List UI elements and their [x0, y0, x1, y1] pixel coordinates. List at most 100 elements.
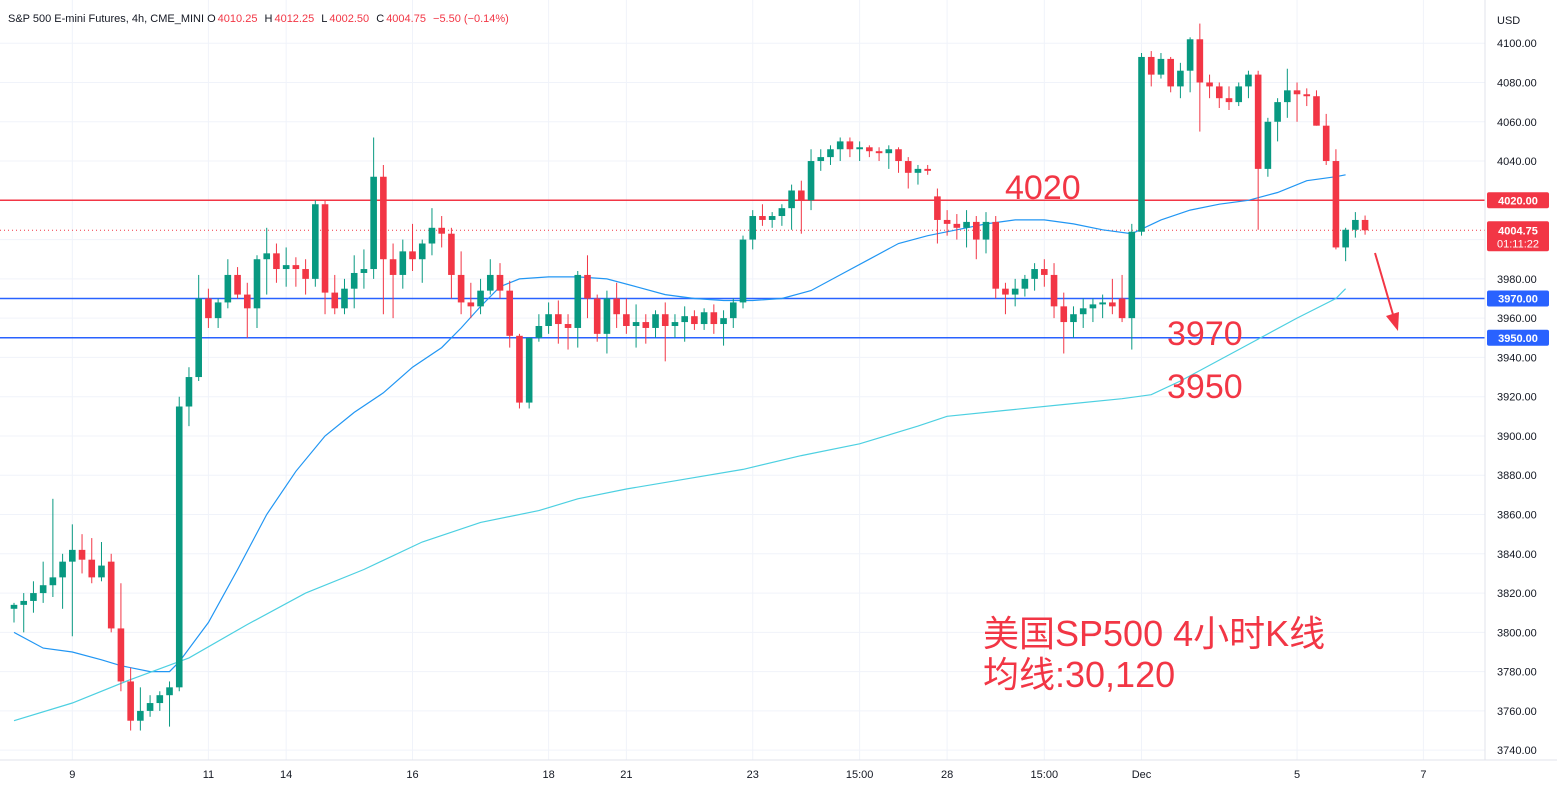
candle-body: [20, 600, 28, 605]
candle: [1079, 298, 1087, 328]
candle: [1002, 282, 1009, 315]
time-tick-label: 28: [941, 769, 953, 781]
candle: [243, 282, 251, 338]
candle: [1284, 68, 1291, 118]
candle: [195, 274, 202, 381]
candle-body: [1235, 86, 1243, 103]
candle: [1206, 74, 1213, 99]
candle-body: [700, 312, 708, 325]
candle: [720, 310, 727, 346]
forecast-arrow-head: [1386, 312, 1399, 331]
candle-body: [506, 290, 514, 336]
candle-body: [1254, 74, 1262, 169]
candle: [273, 243, 280, 283]
candle-body: [1167, 58, 1174, 87]
candle: [681, 306, 688, 342]
price-tick-label: 3880.00: [1497, 470, 1537, 482]
price-tick-label: 4040.00: [1497, 156, 1537, 168]
candle: [107, 553, 115, 633]
candle-body: [1128, 231, 1136, 319]
candle-body: [30, 593, 37, 601]
candle-body: [1147, 56, 1155, 75]
candle-body: [846, 141, 854, 150]
candle: [467, 282, 475, 319]
time-tick-label: 11: [203, 769, 214, 781]
candle: [389, 243, 397, 319]
time-tick-label: Dec: [1132, 769, 1152, 781]
candle-body: [1157, 58, 1165, 75]
candle-body: [652, 314, 659, 328]
candle: [1322, 113, 1330, 165]
candle-body: [807, 161, 815, 201]
candle-body: [564, 324, 572, 328]
candle: [1254, 70, 1262, 230]
candle: [127, 667, 134, 731]
candle-body: [1186, 39, 1194, 71]
candle-body: [729, 302, 737, 319]
candle: [963, 210, 970, 248]
open-value: 4010.25: [217, 13, 258, 25]
time-tick-label: 21: [620, 769, 632, 781]
candle-body: [749, 216, 757, 240]
candle: [671, 314, 679, 338]
candle-body: [914, 168, 922, 173]
candle: [1264, 117, 1272, 177]
candle-body: [1118, 298, 1126, 319]
candle-body: [302, 269, 309, 279]
candle: [603, 290, 611, 354]
candles-layer: [10, 23, 1369, 731]
candle: [146, 695, 154, 717]
candle-body: [1070, 314, 1077, 323]
candle: [418, 239, 426, 283]
candle-body: [1011, 288, 1019, 295]
time-tick-label: 15:00: [1031, 769, 1059, 781]
price-tick-label: 3960.00: [1497, 313, 1537, 325]
candle-body: [1361, 219, 1369, 231]
candle-body: [78, 549, 86, 560]
price-tick-label: 4080.00: [1497, 77, 1537, 89]
level-price-badge: [1487, 329, 1549, 346]
candle-body: [185, 377, 193, 407]
candle: [739, 235, 747, 309]
candle-body: [389, 259, 397, 275]
candle-body: [341, 288, 348, 309]
candle: [856, 141, 863, 162]
candle-body: [720, 318, 727, 325]
candle-body: [798, 190, 805, 201]
candle: [1089, 298, 1097, 323]
candle: [1352, 212, 1359, 238]
candle: [788, 184, 795, 230]
candle-body: [1245, 74, 1252, 87]
price-tick-label: 3900.00: [1497, 431, 1537, 443]
candle-body: [380, 176, 387, 260]
candle-body: [137, 710, 144, 721]
candle-body: [555, 314, 562, 325]
candle-body: [953, 223, 961, 228]
candle-body: [49, 577, 57, 586]
price-tick-label: 3840.00: [1497, 549, 1537, 561]
candle: [302, 259, 309, 295]
candle: [943, 210, 951, 236]
level-price-label: 3970.00: [1498, 294, 1538, 306]
candle: [477, 278, 484, 315]
candle-body: [788, 190, 795, 209]
price-tick-label: 3860.00: [1497, 510, 1537, 522]
candle: [924, 164, 931, 175]
candle: [1274, 98, 1281, 142]
candle-body: [10, 604, 18, 609]
candle-body: [992, 221, 1000, 289]
candle-body: [263, 253, 271, 260]
candle-body: [574, 274, 582, 328]
level-price-badge: [1487, 192, 1549, 209]
candle-body: [856, 147, 863, 150]
candle: [516, 333, 523, 409]
candle: [506, 280, 514, 348]
candle: [992, 216, 1000, 299]
candle: [496, 263, 504, 299]
candle-body: [661, 314, 669, 326]
candle: [69, 524, 76, 637]
candle: [49, 498, 57, 598]
